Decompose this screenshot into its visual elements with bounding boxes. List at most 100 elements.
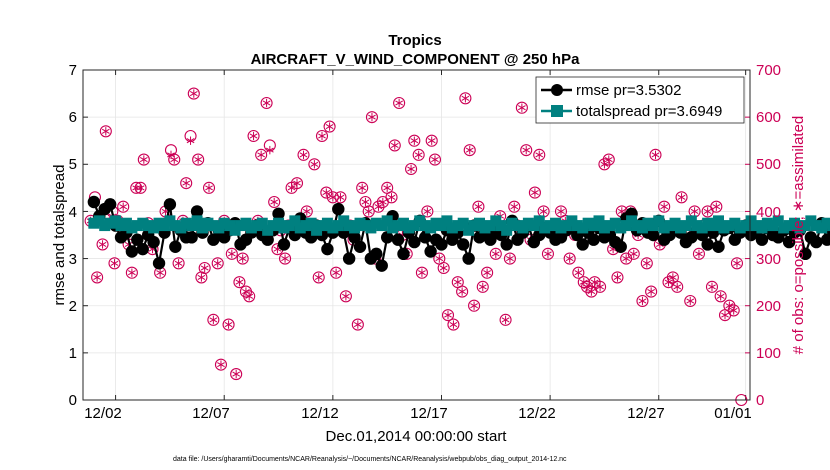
obs-assimilated-marker [368,112,376,122]
obs-assimilated-marker [600,160,609,169]
obs-possible-marker [260,96,273,110]
obs-assimilated-stroke [119,204,128,210]
x-tick-label: 12/12 [301,405,339,422]
obs-assimilated-marker [342,292,350,301]
obs-assimilated-stroke [535,152,544,158]
obs-possible-marker [96,238,109,251]
obs-assimilated-stroke [583,284,591,290]
obs-assimilated-marker [453,277,462,287]
obs-possible-marker [563,252,576,265]
obs-assimilated-marker [491,249,500,259]
rmse-marker [207,233,220,246]
obs-assimilated-stroke [506,256,514,262]
obs-possible-marker [330,266,343,279]
obs-possible-marker [230,368,243,381]
obs-assimilated-stroke [664,279,673,285]
obs-assimilated-marker [431,155,439,164]
obs-assimilated-stroke [186,138,195,144]
obs-assimilated-stroke [238,256,247,262]
obs-assimilated-stroke [458,289,467,295]
right-axis: 0 100 200 300 400 500 600 700 [756,62,781,409]
obs-assimilated-marker [205,183,213,193]
obs-possible-marker [437,261,450,275]
obs-assimilated-stroke [695,251,703,257]
obs-assimilated-stroke [368,114,376,120]
obs-assimilated-marker [227,249,236,259]
obs-layer [84,87,748,407]
obs-assimilated-stroke [435,256,444,262]
obs-possible-marker [705,280,719,293]
obs-possible-marker [362,205,375,218]
obs-possible-marker [108,257,121,270]
obs-possible-marker [214,358,228,371]
obs-assimilated-marker [506,254,514,263]
obs-assimilated-stroke [510,204,519,210]
x-tick-label: 12/27 [627,405,665,422]
obs-assimilated-stroke [539,208,548,214]
obs-assimilated-stroke [444,312,452,318]
obs-possible-marker [225,247,238,260]
obs-possible-marker [351,318,364,331]
obs-assimilated-stroke [453,279,462,285]
rmse-marker [190,205,204,218]
obs-assimilated-stroke [690,208,699,214]
obs-possible-marker [388,139,401,152]
obs-assimilated-marker [461,94,470,103]
x-tick-label: 12/22 [518,405,556,422]
obs-assimilated-stroke [579,279,588,285]
obs-possible-marker [187,87,200,100]
obs-assimilated-marker [224,320,233,329]
totalspread-marker [501,224,513,236]
obs-possible-marker [172,257,185,270]
data-file-note: data file: /Users/gharamti/Documents/NCA… [173,456,567,463]
obs-assimilated-marker [374,202,383,211]
obs-possible-marker [91,271,104,284]
obs-assimilated-stroke [325,124,334,130]
rmse-marker [332,202,345,216]
obs-assimilated-marker [383,183,392,193]
obs-assimilated-stroke [418,270,426,276]
obs-possible-marker [572,266,585,279]
obs-possible-marker [125,266,138,279]
obs-assimilated-stroke [336,194,345,200]
obs-assimilated-marker [110,259,119,268]
obs-assimilated-stroke [232,371,241,377]
obs-assimilated-stroke [197,274,206,280]
obs-assimilated-stroke [213,260,222,266]
obs-assimilated-stroke [139,157,148,163]
rmse-marker [647,228,660,242]
obs-possible-marker [279,252,292,265]
obs-assimilated-marker [314,273,323,282]
obs-possible-marker [290,177,304,190]
obs-assimilated-marker [395,98,404,108]
obs-assimilated-marker [262,98,271,108]
totalspread-marker [381,215,393,227]
obs-assimilated-marker [119,202,128,211]
obs-possible-marker [243,290,256,303]
rmse-marker [462,252,475,265]
obs-possible-marker [233,276,246,289]
rmse-marker [277,238,291,251]
totalspread-marker [305,217,317,229]
obs-possible-marker [499,313,512,326]
rmse-marker [782,235,796,249]
obs-assimilated-marker [249,131,258,141]
obs-assimilated-marker [565,254,574,263]
obs-assimilated-stroke [642,260,651,266]
obs-assimilated-stroke [205,185,213,191]
obs-assimilated-stroke [655,241,664,247]
obs-assimilated-marker [668,273,677,282]
obs-assimilated-stroke [708,284,716,290]
obs-assimilated-marker [622,254,631,263]
rmse-marker [820,233,830,246]
obs-assimilated-marker [136,183,145,193]
rmse-marker [125,245,139,258]
obs-assimilated-marker [677,193,686,202]
obs-assimilated-stroke [322,190,331,196]
obs-assimilated-stroke [465,147,474,153]
y-left-tick-label: 5 [69,156,77,173]
obs-assimilated-marker [449,320,458,329]
plot-frame [82,69,751,401]
